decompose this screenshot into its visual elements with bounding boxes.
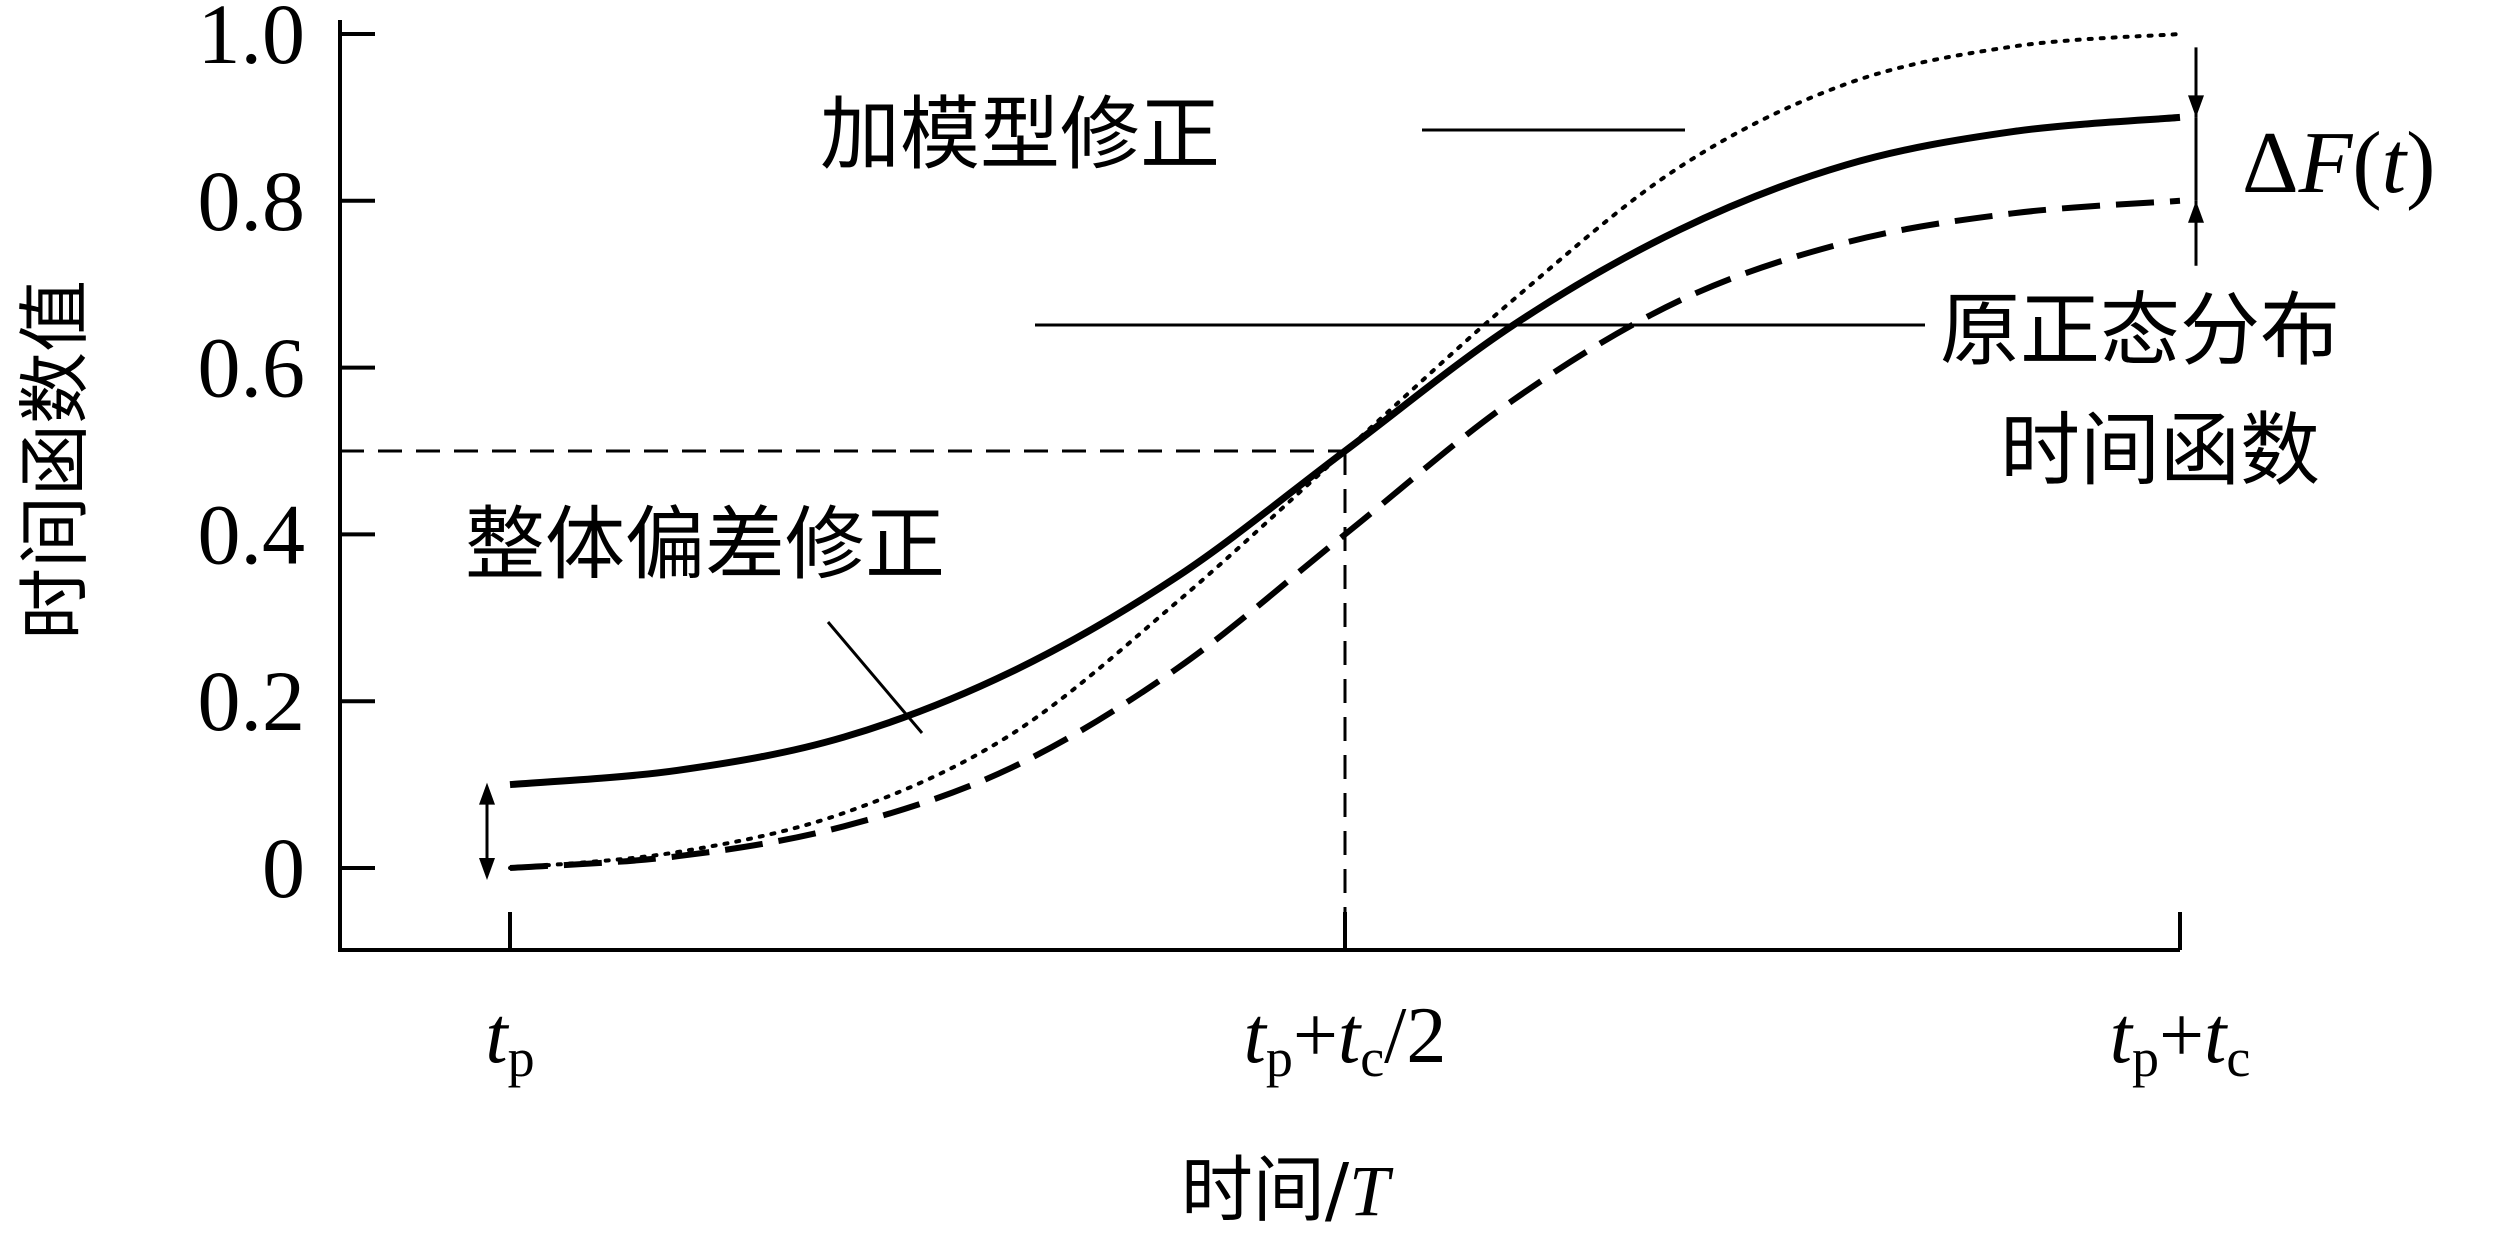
arrow-up-icon	[2188, 200, 2204, 223]
model-correction-label: 加模型修正	[820, 88, 1220, 181]
arrow-down-icon	[2188, 95, 2204, 118]
axes	[338, 20, 2180, 952]
y-tick-label: 0	[262, 820, 305, 916]
x-tick-label: tp+tc/2	[1244, 992, 1447, 1088]
x-tick-label: tp+tc	[2110, 992, 2251, 1088]
y-tick-label: 1.0	[198, 0, 306, 82]
original-normal-label-line2: 时间函数	[2000, 404, 2320, 497]
original-normal-label-line1: 原正态分布	[1940, 284, 2340, 377]
series-lines	[508, 32, 2182, 871]
y-tick-label: 0.6	[198, 320, 306, 416]
x-axis-label: 时间/T	[1181, 1148, 1394, 1232]
arrow-up-icon	[479, 782, 495, 805]
overall-correction-leader	[826, 621, 924, 734]
x-tick-label: tp	[485, 992, 534, 1088]
x-ticks: tp tp+tc/2 tp+tc	[485, 912, 2250, 1088]
y-ticks: 0 0.2 0.4 0.6 0.8 1.0	[198, 0, 375, 916]
y-tick-label: 0.4	[198, 486, 306, 582]
series-line-model	[508, 32, 2182, 870]
arrow-down-icon	[479, 858, 495, 880]
y-tick-label: 0.8	[198, 153, 306, 249]
y-tick-label: 0.2	[198, 653, 306, 749]
overall-correction-label: 整体偏差修正	[465, 498, 945, 591]
series-line-original	[509, 197, 2181, 871]
y-axis-label: 时间函数值	[13, 280, 97, 640]
delta-f-label: ΔF(t)	[2242, 115, 2435, 212]
